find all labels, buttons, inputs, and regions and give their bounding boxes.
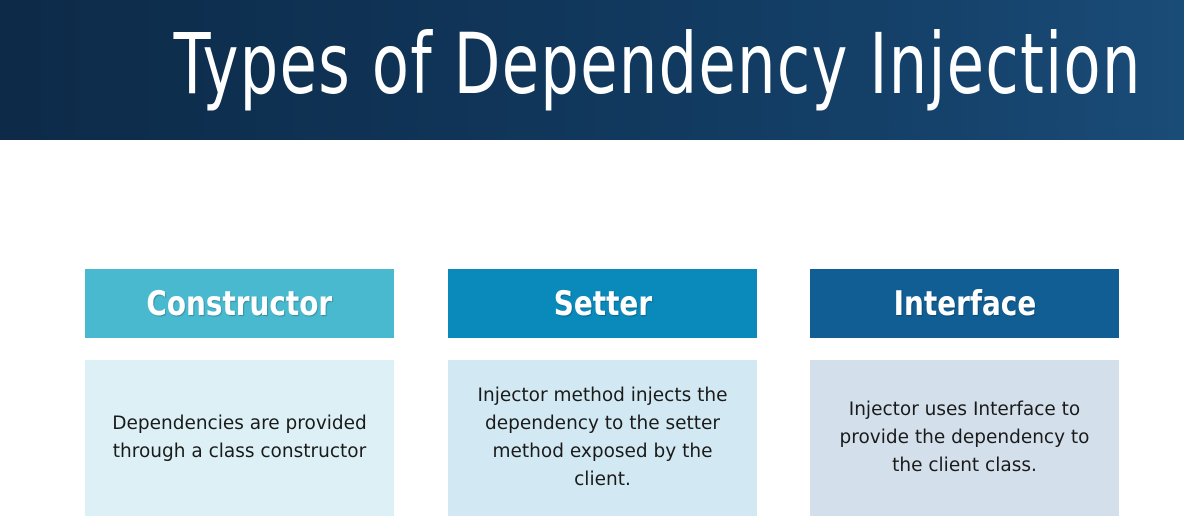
type-header-constructor: Constructor bbox=[85, 269, 394, 338]
type-description-constructor: Dependencies are provided through a clas… bbox=[85, 360, 394, 516]
slide-title: Types of Dependency Injection bbox=[173, 15, 1142, 113]
type-header-label: Constructor bbox=[146, 283, 333, 324]
type-header-interface: Interface bbox=[810, 269, 1119, 338]
type-description-interface: Injector uses Interface to provide the d… bbox=[810, 360, 1119, 516]
type-description-text: Dependencies are provided through a clas… bbox=[112, 413, 367, 462]
type-header-label: Setter bbox=[553, 283, 652, 324]
type-header-label: Interface bbox=[893, 283, 1036, 324]
type-description-text: Injector method injects the dependency t… bbox=[477, 385, 728, 490]
type-description-setter: Injector method injects the dependency t… bbox=[448, 360, 757, 516]
type-description-text: Injector uses Interface to provide the d… bbox=[839, 399, 1090, 476]
type-header-setter: Setter bbox=[448, 269, 757, 338]
title-banner: Types of Dependency Injection bbox=[0, 0, 1184, 140]
